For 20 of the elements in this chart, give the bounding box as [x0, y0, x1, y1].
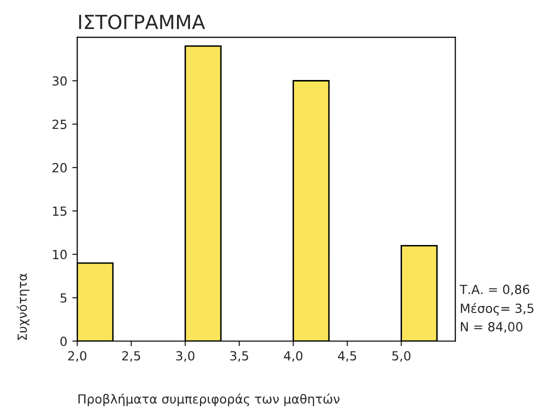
x-tick-label: 3,0: [176, 351, 194, 362]
y-tick-label: 15: [52, 206, 66, 216]
text: N = 84,00: [460, 322, 522, 333]
y-tick-label: 5: [60, 293, 66, 303]
x-tick-label: 2,0: [68, 351, 86, 362]
y-tick-label: 10: [52, 250, 67, 260]
y-tick-label: 20: [52, 163, 67, 172]
y-tick-label: 0: [60, 336, 67, 346]
text: Μέσος= 3,5: [460, 302, 534, 316]
x-tick-label: 4,0: [284, 351, 302, 362]
y-axis-title: Συχνότητα: [16, 274, 30, 340]
x-tick-label: 5,0: [392, 351, 410, 362]
x-axis-title: Προβλήματα συμπεριφοράς των μαθητών: [78, 394, 340, 406]
y-tick-label: 25: [52, 120, 66, 130]
x-tick-label: 4,5: [338, 351, 356, 362]
y-tick-label: 30: [52, 76, 67, 86]
x-tick-label: 3,5: [230, 351, 248, 362]
x-tick-label: 2,5: [122, 351, 140, 362]
chart-title: ΙΣΤΟΓΡΑΜΜΑ: [79, 14, 206, 30]
text: Τ.Α. = 0,86: [460, 284, 530, 296]
